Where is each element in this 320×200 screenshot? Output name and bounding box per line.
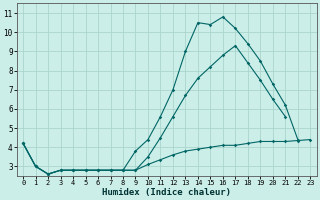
X-axis label: Humidex (Indice chaleur): Humidex (Indice chaleur) (102, 188, 231, 197)
